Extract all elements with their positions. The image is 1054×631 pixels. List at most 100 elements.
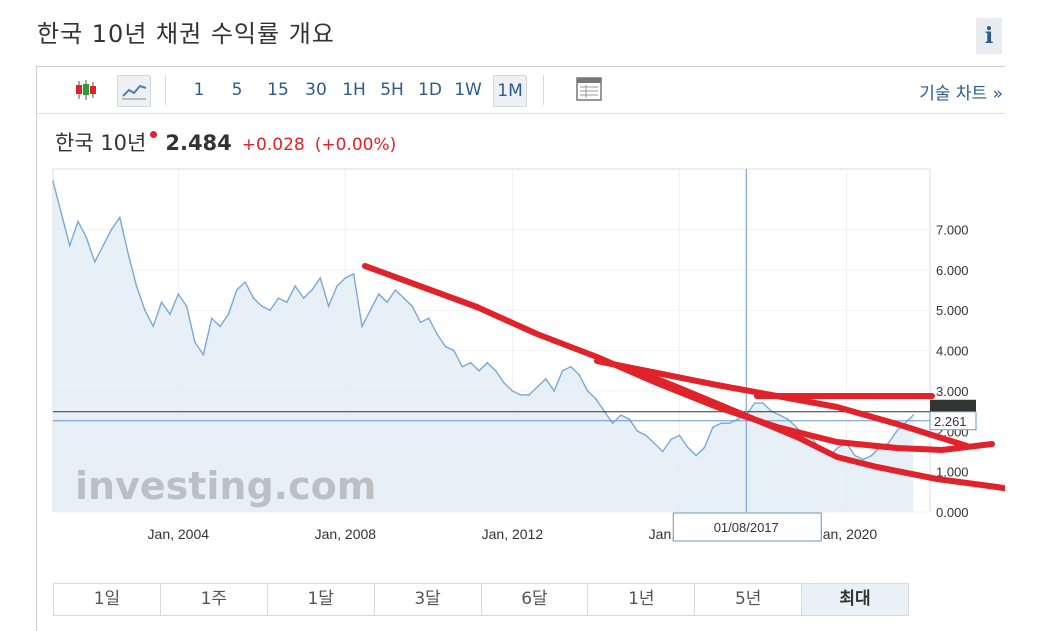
data-point bbox=[695, 454, 697, 457]
data-point bbox=[152, 325, 155, 328]
chart-panel: 1 5 15 30 1H 5H 1D 1W 1M 기술 차트 » 한국 10년 2.484 +0.0… bbox=[36, 66, 1005, 631]
range-1-day[interactable]: 1일 bbox=[54, 584, 161, 615]
range-1-month[interactable]: 1달 bbox=[268, 584, 375, 615]
data-point bbox=[578, 374, 580, 376]
interval-1h[interactable]: 1H bbox=[342, 80, 366, 100]
data-point bbox=[686, 446, 689, 449]
data-point bbox=[386, 301, 388, 303]
interval-1[interactable]: 1 bbox=[193, 80, 205, 100]
y-tick-label: 6.000 bbox=[936, 263, 969, 278]
toolbar-divider bbox=[543, 75, 544, 105]
crosshair-date-box bbox=[672, 512, 822, 542]
yield-chart[interactable]: 0.0001.0002.0003.0004.0005.0006.0007.000… bbox=[37, 67, 1005, 577]
data-point bbox=[503, 382, 505, 384]
data-point bbox=[720, 422, 722, 425]
data-point bbox=[369, 309, 372, 312]
data-point bbox=[544, 378, 547, 380]
data-point bbox=[419, 321, 422, 324]
data-point bbox=[778, 414, 781, 416]
range-6-month[interactable]: 6달 bbox=[482, 584, 589, 615]
data-point bbox=[762, 402, 764, 404]
crosshair-y-label: 2.261 bbox=[934, 414, 967, 429]
data-point bbox=[444, 345, 447, 348]
investing-watermark: investing.com bbox=[75, 464, 376, 508]
data-point bbox=[494, 369, 497, 372]
data-point bbox=[110, 228, 113, 231]
range-5-year[interactable]: 5년 bbox=[695, 584, 803, 615]
data-point bbox=[628, 418, 631, 420]
data-point bbox=[854, 454, 856, 457]
data-point bbox=[461, 365, 464, 368]
info-icon[interactable]: i bbox=[976, 18, 1002, 54]
data-point bbox=[870, 454, 873, 457]
data-point bbox=[553, 390, 555, 392]
data-point bbox=[595, 398, 597, 400]
status-dot-icon bbox=[150, 131, 158, 138]
interval-15[interactable]: 15 bbox=[267, 80, 289, 100]
interval-1d[interactable]: 1D bbox=[418, 80, 442, 100]
quote-header: 한국 10년 2.484 +0.028 (+0.00%) bbox=[55, 127, 396, 157]
range-3-month[interactable]: 3달 bbox=[375, 584, 482, 615]
data-point bbox=[862, 458, 864, 461]
interval-5h[interactable]: 5H bbox=[380, 80, 404, 100]
data-table-icon[interactable] bbox=[573, 75, 605, 105]
candlestick-icon[interactable] bbox=[71, 75, 101, 105]
data-point bbox=[478, 369, 480, 372]
data-point bbox=[428, 317, 430, 320]
hand-drawn-trendline-4 bbox=[624, 364, 1005, 492]
data-point bbox=[469, 361, 472, 364]
x-tick-label: Jan, 2012 bbox=[482, 526, 544, 542]
data-point bbox=[135, 285, 138, 287]
data-point bbox=[319, 277, 322, 279]
y-tick-label: 5.000 bbox=[936, 303, 969, 318]
price-change-percent: (+0.00%) bbox=[314, 135, 397, 155]
page-title: 한국 10년 채권 수익률 개요 bbox=[37, 20, 335, 48]
data-point bbox=[252, 297, 255, 299]
data-point bbox=[210, 317, 213, 320]
line-chart-icon[interactable] bbox=[117, 75, 151, 107]
chart-toolbar: 1 5 15 30 1H 5H 1D 1W 1M 기술 차트 » bbox=[37, 67, 1005, 114]
data-point bbox=[169, 313, 171, 316]
data-point bbox=[235, 289, 238, 291]
range-max[interactable]: 최대 bbox=[802, 584, 908, 615]
interval-1w[interactable]: 1W bbox=[454, 80, 482, 100]
y-tick-label: 0.000 bbox=[936, 505, 969, 520]
data-point bbox=[403, 297, 405, 299]
data-point bbox=[302, 297, 305, 299]
last-price-marker bbox=[930, 399, 976, 412]
data-point bbox=[678, 434, 681, 437]
data-point bbox=[436, 333, 439, 336]
time-range-selector: 1일 1주 1달 3달 6달 1년 5년 최대 bbox=[53, 583, 909, 616]
interval-1m[interactable]: 1M bbox=[493, 75, 527, 107]
data-point bbox=[261, 305, 263, 307]
range-1-week[interactable]: 1주 bbox=[161, 584, 268, 615]
crosshair-y-box bbox=[929, 411, 977, 431]
data-point bbox=[352, 273, 355, 275]
data-point bbox=[194, 341, 196, 344]
data-point bbox=[160, 301, 163, 303]
x-tick-label: Jan, 2008 bbox=[315, 526, 377, 542]
data-point bbox=[93, 261, 96, 263]
range-1-year[interactable]: 1년 bbox=[588, 584, 696, 615]
data-point bbox=[177, 293, 180, 295]
data-point bbox=[586, 390, 589, 392]
data-point bbox=[753, 402, 756, 404]
data-point bbox=[795, 426, 798, 429]
data-point bbox=[837, 446, 839, 449]
data-point bbox=[636, 430, 639, 433]
interval-30[interactable]: 30 bbox=[305, 80, 327, 100]
data-point bbox=[52, 180, 54, 182]
data-point bbox=[887, 442, 890, 445]
data-point bbox=[119, 216, 121, 219]
y-tick-label: 3.000 bbox=[936, 384, 969, 399]
data-point bbox=[394, 289, 397, 291]
data-point bbox=[144, 309, 146, 312]
data-point bbox=[227, 313, 230, 316]
interval-5[interactable]: 5 bbox=[231, 80, 243, 100]
data-point bbox=[570, 365, 572, 368]
data-point bbox=[511, 390, 514, 392]
data-point bbox=[728, 422, 731, 425]
technical-chart-link[interactable]: 기술 차트 » bbox=[919, 84, 1003, 104]
last-price: 2.484 bbox=[165, 131, 232, 155]
data-point bbox=[286, 301, 288, 303]
